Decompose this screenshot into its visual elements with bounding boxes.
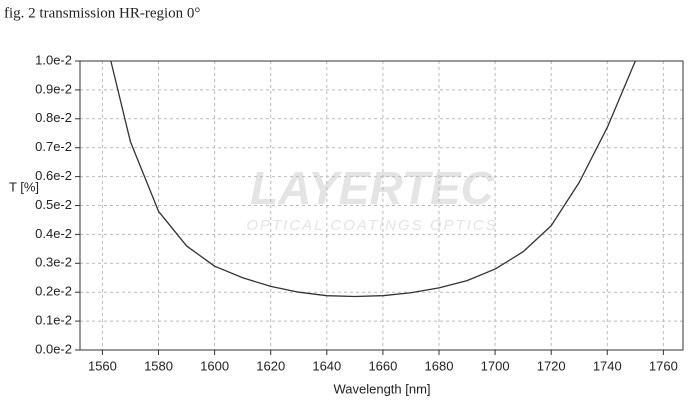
y-tick-label: 0.2e-2 (35, 284, 72, 299)
x-tick-label: 1700 (481, 358, 510, 373)
x-tick-label: 1560 (88, 358, 117, 373)
y-tick-label: 1.0e-2 (35, 52, 72, 67)
y-tick-label: 0.9e-2 (35, 81, 72, 96)
data-line (110, 60, 636, 298)
x-tick-label: 1740 (593, 358, 622, 373)
y-axis-label: T [%] (9, 179, 39, 194)
y-tick-label: 0.5e-2 (35, 197, 72, 212)
y-tick-label: 0.4e-2 (35, 226, 72, 241)
y-tick-label: 0.6e-2 (35, 168, 72, 183)
y-tick-label: 0.8e-2 (35, 110, 72, 125)
chart-title: fig. 2 transmission HR-region 0° (4, 5, 200, 21)
plot-frame (79, 60, 684, 351)
watermark: LAYERTEC (250, 162, 494, 214)
x-tick-label: 1660 (368, 358, 397, 373)
x-tick-label: 1620 (256, 358, 285, 373)
watermark-subtitle: OPTICAL COATINGS OPTICS (246, 217, 497, 234)
x-tick-label: 1640 (312, 358, 341, 373)
x-tick-label: 1600 (200, 358, 229, 373)
y-tick-label: 0.0e-2 (35, 341, 72, 356)
x-tick-label: 1580 (144, 358, 173, 373)
x-tick-label: 1760 (649, 358, 678, 373)
y-tick-label: 0.7e-2 (35, 139, 72, 154)
y-tick-label: 0.3e-2 (35, 255, 72, 270)
x-tick-label: 1720 (537, 358, 566, 373)
y-tick-label: 0.1e-2 (35, 313, 72, 328)
x-tick-label: 1680 (425, 358, 454, 373)
x-axis-label: Wavelength [nm] (333, 381, 430, 396)
